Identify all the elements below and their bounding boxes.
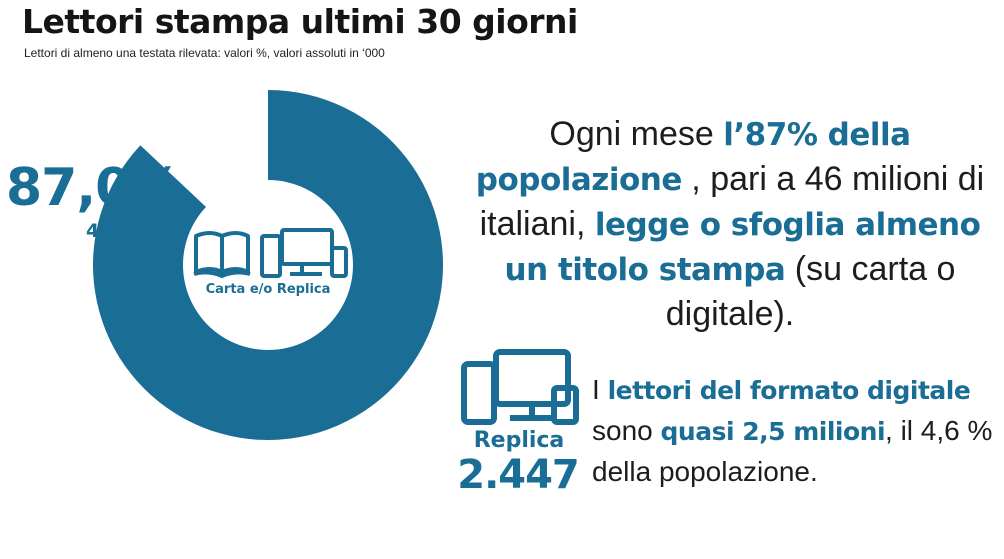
donut-chart (92, 90, 444, 440)
main-statement-text-2: , pari a 46 milioni di italiani, (479, 160, 985, 243)
donut-slice-readers (92, 90, 444, 440)
digital-statement-highlight-1: lettori del formato digitale (607, 376, 971, 405)
digital-statement-text-2: sono (592, 415, 661, 446)
book-icon (193, 231, 251, 278)
main-statement-highlight-1: l’87% della popolazione (475, 117, 911, 198)
page-title: Lettori stampa ultimi 30 giorni (22, 2, 578, 41)
main-statement-highlight-2: legge o sfoglia almeno un titolo stampa (504, 207, 981, 288)
donut-percentage-label: 87,0% (6, 158, 182, 218)
digital-statement: I lettori del formato digitale sono quas… (592, 370, 1004, 492)
main-statement-text-1: Ogni mese (549, 115, 724, 153)
replica-devices-icon (458, 348, 582, 431)
digital-statement-text-1: I (592, 374, 608, 405)
donut-center-label: Carta e/o Replica (205, 282, 331, 297)
page-subtitle: Lettori di almeno una testata rilevata: … (24, 46, 385, 60)
center-icons (192, 226, 348, 287)
replica-label: Replica (473, 428, 565, 453)
donut-absolute-label: 46.017 (86, 220, 160, 242)
devices-icon (260, 228, 348, 278)
main-statement-text-3: (su carta o digitale). (665, 250, 956, 333)
digital-statement-highlight-2: quasi 2,5 milioni (660, 417, 886, 446)
donut-slice-remainder (140, 90, 268, 207)
replica-value: 2.447 (457, 452, 580, 498)
main-statement: Ogni mese l’87% della popolazione , pari… (456, 112, 1004, 336)
devices-icon (461, 349, 579, 425)
digital-statement-text-3: , il 4,6 % della popolazione. (592, 415, 993, 487)
